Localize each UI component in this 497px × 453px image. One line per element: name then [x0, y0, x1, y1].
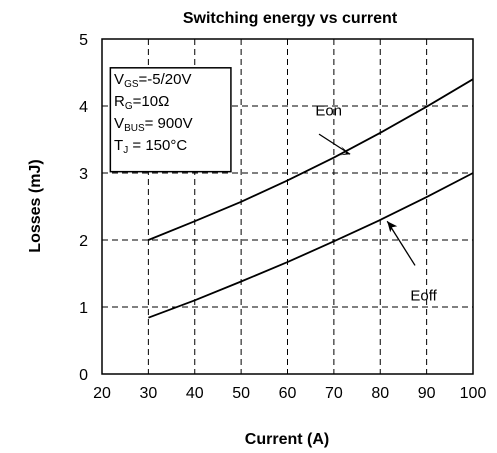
- plot-frame: [101, 38, 474, 375]
- chart-title: Switching energy vs current: [183, 10, 398, 27]
- series-line-eoff: [148, 172, 474, 319]
- condition-text: RG=10Ω: [114, 93, 169, 112]
- condition-text: TJ = 150°C: [114, 137, 187, 156]
- x-tick-label: 60: [279, 385, 297, 402]
- y-tick-label: 3: [79, 166, 88, 183]
- x-axis-label: Current (A): [245, 431, 329, 448]
- x-tick-label: 80: [371, 385, 389, 402]
- eon-label: Eon: [315, 102, 342, 119]
- x-tick-label: 90: [418, 385, 436, 402]
- y-axis: 0 1 2 3 4 5: [79, 32, 88, 384]
- y-tick-label: 2: [79, 233, 88, 250]
- x-tick-label: 70: [325, 385, 343, 402]
- condition-text: VGS=-5/20V: [114, 71, 191, 90]
- eoff-arrow-line: [386, 220, 416, 266]
- y-tick-label: 5: [79, 32, 88, 49]
- x-axis: 20 30 40 50 60 70 80 90 100: [93, 385, 486, 402]
- x-tick-label: 40: [186, 385, 204, 402]
- y-tick-label: 4: [79, 99, 88, 116]
- x-tick-label: 20: [93, 385, 111, 402]
- y-tick-label: 1: [79, 300, 88, 317]
- conditions-box: [109, 67, 232, 173]
- x-tick-label: 30: [139, 385, 157, 402]
- eon-arrow-head: [340, 146, 351, 156]
- x-tick-label: 100: [460, 385, 487, 402]
- x-tick-label: 50: [232, 385, 250, 402]
- annotations: VGS=-5/20V RG=10Ω VBUS= 900V TJ = 150°C Eon E…: [109, 67, 438, 304]
- condition-text: VBUS= 900V: [114, 115, 193, 134]
- eoff-label: Eoff: [410, 287, 437, 304]
- y-tick-label: 0: [79, 367, 88, 384]
- eoff-arrow-head: [387, 221, 398, 233]
- y-axis-label: Losses (mJ): [27, 159, 44, 252]
- series-line-eon: [148, 78, 474, 241]
- series-layer: [148, 78, 474, 319]
